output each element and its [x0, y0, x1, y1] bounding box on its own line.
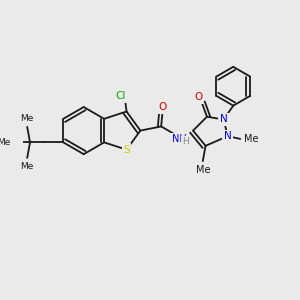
Text: Cl: Cl [116, 91, 126, 101]
Text: H: H [182, 137, 189, 146]
Text: Me: Me [21, 114, 34, 123]
Text: N: N [220, 115, 227, 124]
Text: Me: Me [0, 138, 11, 147]
Text: Me: Me [244, 134, 259, 144]
Text: NH: NH [172, 134, 187, 145]
Text: Me: Me [21, 162, 34, 171]
Text: O: O [158, 102, 167, 112]
Text: S: S [123, 145, 130, 155]
Text: Me: Me [196, 165, 210, 175]
Text: N: N [224, 131, 232, 141]
Text: O: O [194, 92, 203, 102]
